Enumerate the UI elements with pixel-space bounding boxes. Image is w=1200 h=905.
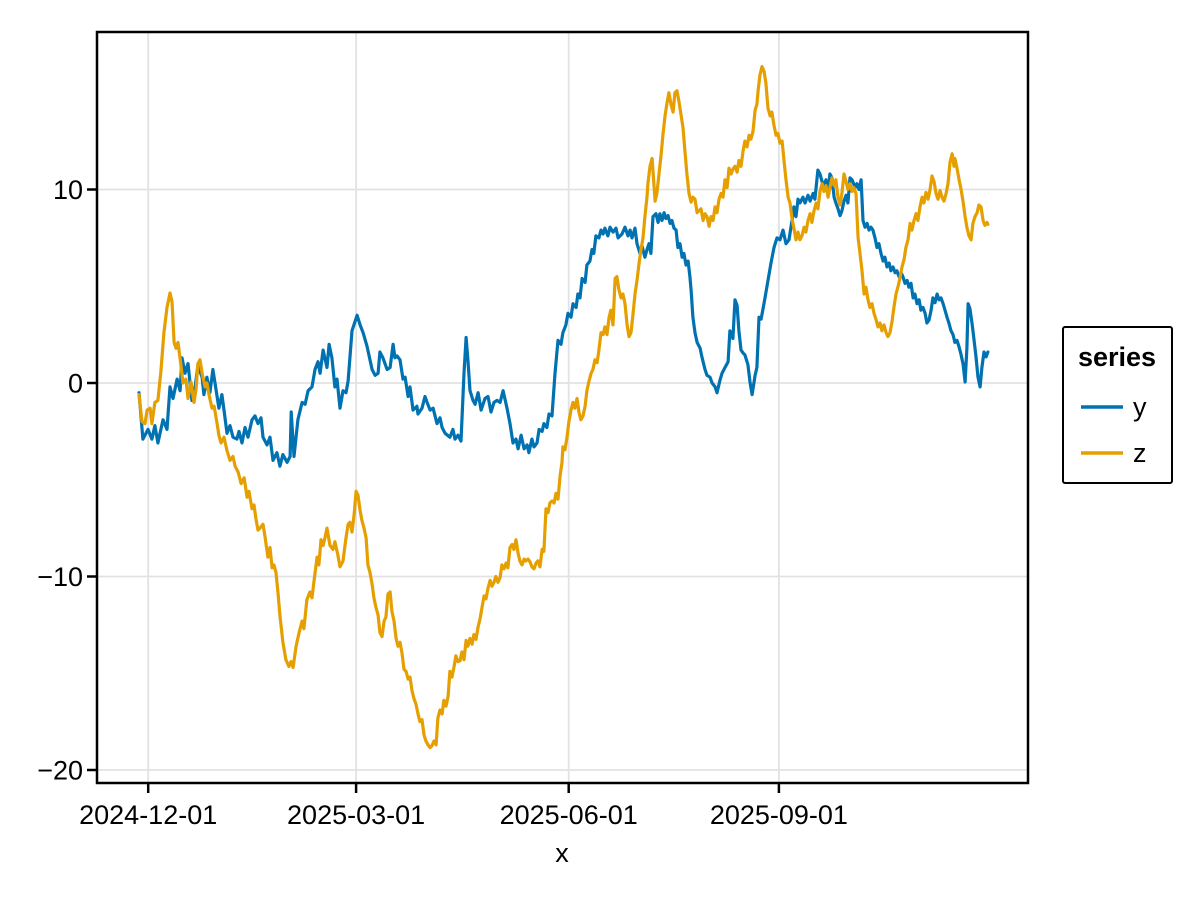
y-tick-label: −10 <box>37 562 83 592</box>
x-axis-ticks: 2024-12-01 2025-03-01 2025-06-01 2025-09-01 <box>79 783 848 830</box>
series-line-z <box>137 64 990 750</box>
legend-title: series <box>1078 342 1156 372</box>
legend-label-y: y <box>1133 392 1147 422</box>
x-tick-label: 2025-09-01 <box>710 800 848 830</box>
y-tick-label: −20 <box>37 756 83 786</box>
series-lines <box>137 64 990 750</box>
gridlines <box>98 33 1027 782</box>
legend-label-z: z <box>1133 438 1147 468</box>
x-axis-label: x <box>555 838 569 868</box>
y-tick-label: 10 <box>53 175 83 205</box>
series-line-y <box>137 168 990 468</box>
x-tick-label: 2025-03-01 <box>287 800 425 830</box>
x-tick-label: 2025-06-01 <box>500 800 638 830</box>
plot-frame <box>95 30 1030 785</box>
legend: series y z <box>1062 326 1173 484</box>
y-axis-ticks: 10 0 −10 −20 <box>37 175 97 786</box>
y-tick-label: 0 <box>68 369 83 399</box>
legend-box <box>1062 326 1173 484</box>
x-tick-label: 2024-12-01 <box>79 800 217 830</box>
